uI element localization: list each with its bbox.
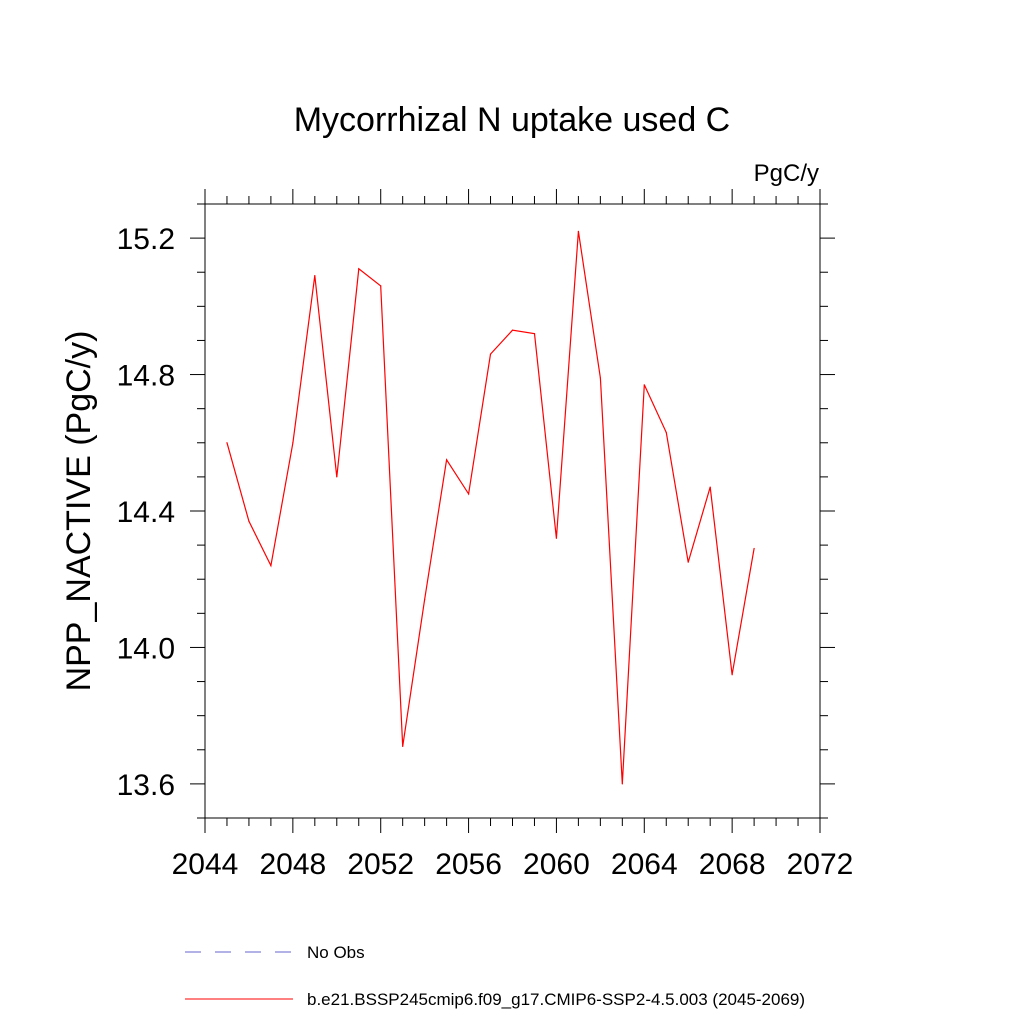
x-axis-ticks: 2044 2048 2052 2056 2060 2064 2068 2072 [172, 189, 854, 881]
series-line [226, 231, 755, 784]
data-point [753, 547, 755, 550]
y-axis-label: NPP_NACTIVE (PgC/y) [60, 331, 98, 692]
x-tick-label: 2068 [699, 848, 766, 881]
data-point [314, 275, 316, 277]
y-tick-label: 13.6 [117, 769, 175, 802]
legend-label: b.e21.BSSP245cmip6.f09_g17.CMIP6-SSP2-4.… [307, 990, 805, 1009]
series-lines [226, 230, 755, 785]
plot-frame [204, 203, 821, 819]
data-point [511, 329, 514, 331]
x-tick-label: 2044 [172, 848, 239, 881]
data-point [248, 520, 250, 522]
data-point [402, 745, 404, 747]
units-label: PgC/y [754, 160, 819, 187]
data-point [380, 285, 382, 287]
x-tick-label: 2072 [787, 848, 854, 881]
y-axis-ticks: 13.6 14.0 14.4 14.8 15.2 [117, 203, 835, 819]
y-tick-label: 15.2 [117, 223, 175, 256]
data-point [467, 493, 470, 495]
y-tick-label: 14.0 [117, 632, 175, 665]
data-point [489, 353, 492, 355]
x-tick-label: 2052 [347, 848, 414, 881]
x-tick-label: 2064 [611, 848, 678, 881]
data-point [709, 486, 711, 488]
data-point [270, 564, 272, 567]
x-tick-label: 2056 [435, 848, 502, 881]
data-point [621, 783, 623, 785]
data-point [599, 377, 601, 379]
data-point [533, 333, 536, 335]
data-point [731, 674, 733, 676]
data-point [577, 230, 579, 232]
y-tick-label: 14.8 [117, 360, 175, 393]
data-point [292, 442, 294, 444]
x-tick-label: 2048 [259, 848, 326, 881]
data-point [358, 268, 360, 270]
data-point [665, 431, 667, 434]
data-point [336, 476, 338, 478]
data-point [226, 442, 228, 444]
data-point [555, 537, 558, 539]
legend-label: No Obs [307, 943, 365, 962]
legend: No Obs b.e21.BSSP245cmip6.f09_g17.CMIP6-S… [185, 943, 805, 1009]
y-tick-label: 14.4 [117, 496, 175, 529]
data-point [643, 384, 645, 386]
data-point [424, 599, 426, 601]
x-tick-label: 2060 [523, 848, 590, 881]
chart-title: Mycorrhizal N uptake used C [294, 101, 731, 139]
data-point [446, 459, 448, 461]
data-point [687, 561, 689, 563]
